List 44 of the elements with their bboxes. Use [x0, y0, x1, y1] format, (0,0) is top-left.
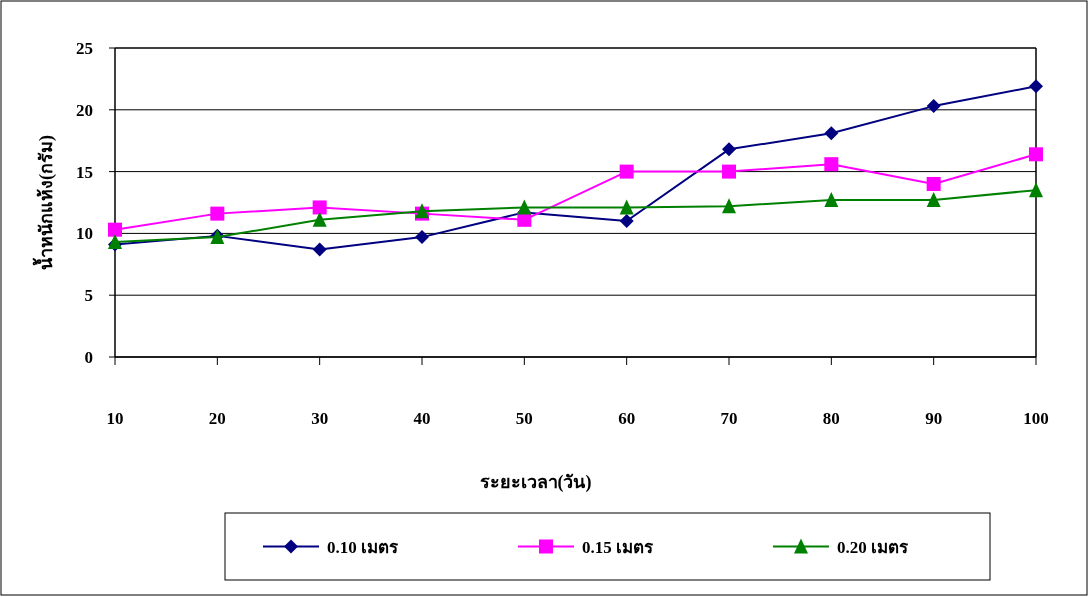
point	[1029, 182, 1043, 198]
x-tick-label: 10	[106, 409, 124, 428]
x-tick-label: 60	[618, 409, 636, 428]
legend-label: 0.15 เมตร	[582, 537, 654, 557]
point	[619, 214, 634, 229]
point	[517, 199, 532, 215]
point	[210, 206, 225, 221]
x-tick-label: 40	[413, 409, 431, 428]
y-tick-label: 10	[76, 224, 93, 244]
point	[312, 200, 327, 215]
point	[926, 99, 941, 114]
x-tick-label: 30	[311, 409, 329, 428]
point	[415, 230, 429, 245]
y-tick-label: 0	[84, 348, 93, 367]
point	[824, 126, 839, 141]
x-tick-label: 50	[515, 409, 533, 428]
point	[926, 192, 941, 208]
x-tick-label: 90	[925, 409, 943, 428]
x-tick-label: 80	[822, 409, 840, 428]
point	[312, 211, 327, 227]
point	[926, 176, 941, 191]
point	[517, 212, 532, 227]
x-tick-label: 20	[208, 409, 226, 428]
point	[619, 164, 634, 179]
y-tick-label: 25	[76, 39, 93, 58]
x-axis-title: ระยะเวลา(วัน)	[479, 472, 592, 493]
point	[722, 142, 736, 157]
point	[722, 164, 736, 179]
legend-label: 0.20 เมตร	[837, 537, 909, 557]
point	[824, 192, 839, 208]
y-tick-label: 20	[76, 100, 93, 120]
x-tick-label: 70	[720, 409, 738, 428]
x-tick-label: 100	[1023, 409, 1049, 428]
point	[1029, 147, 1043, 162]
y-tick-label: 15	[76, 162, 93, 182]
point	[824, 157, 839, 172]
point	[312, 242, 327, 257]
point	[1029, 79, 1043, 94]
point	[722, 198, 736, 214]
point	[619, 199, 634, 215]
point	[108, 222, 122, 237]
legend-label: 0.10 เมตร	[327, 537, 399, 557]
y-tick-label: 5	[84, 286, 93, 306]
y-axis-title: น้ำหนักแห้ง(กรัม)	[32, 135, 57, 270]
